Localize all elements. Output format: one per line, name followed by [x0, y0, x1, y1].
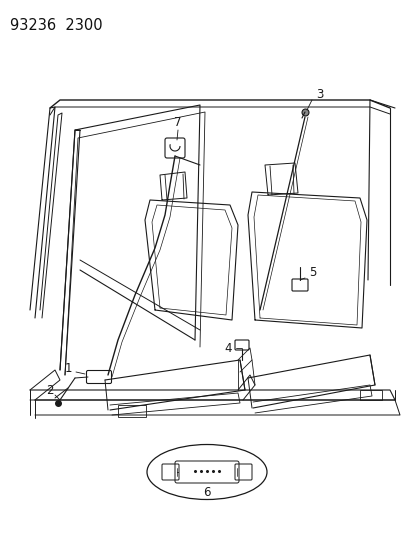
Text: 1: 1	[64, 361, 71, 375]
Text: 6: 6	[203, 486, 210, 498]
Text: 5: 5	[309, 265, 316, 279]
Text: 4: 4	[224, 342, 231, 354]
Text: 3: 3	[316, 88, 323, 101]
Bar	[118, 405, 146, 417]
Text: 7: 7	[174, 116, 181, 128]
Text: 2: 2	[46, 384, 54, 397]
Bar	[359, 390, 381, 400]
Text: 93236  2300: 93236 2300	[10, 18, 102, 33]
